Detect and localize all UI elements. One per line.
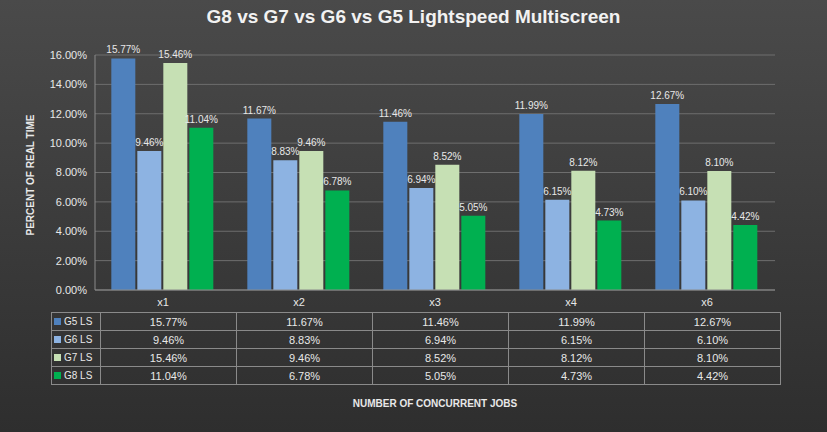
html-text:G8 LS: G8 LS [64, 370, 93, 381]
svg-text:8.52%: 8.52% [433, 151, 461, 162]
html-text:12.67%: 12.67% [693, 315, 732, 328]
svg-text:8.83%: 8.83% [271, 146, 299, 157]
html-text:8.83%: 8.83% [288, 333, 321, 346]
svg-text:5.05%: 5.05% [459, 202, 487, 213]
svg-text:15.46%: 15.46% [158, 49, 192, 60]
svg-text:11.46%: 11.46% [379, 108, 412, 119]
html-text:G7 LS: G7 LS [64, 352, 93, 363]
svg-text:8.10%: 8.10% [705, 157, 733, 168]
html-text:11.99%: 11.99% [558, 315, 595, 328]
svg-text:11.04%: 11.04% [185, 114, 218, 125]
html-text:15.77%: 15.77% [149, 315, 188, 328]
svg-text:14.00%: 14.00% [50, 78, 88, 90]
html-text:9.46%: 9.46% [152, 333, 185, 346]
html-text:9.46%: 9.46% [288, 351, 321, 364]
svg-text:6.78%: 6.78% [323, 176, 351, 187]
svg-text:x4: x4 [565, 296, 577, 308]
html-text:G6 LS: G6 LS [64, 334, 93, 345]
svg-text:11.67%: 11.67% [243, 105, 276, 116]
html-text:6.94%: 6.94% [424, 333, 457, 346]
svg-text:6.00%: 6.00% [56, 196, 87, 208]
html-text:8.52%: 8.52% [424, 351, 457, 364]
svg-text:9.46%: 9.46% [297, 137, 325, 148]
svg-text:8.00%: 8.00% [56, 166, 87, 178]
html-text:PERCENT OF REAL TIME: PERCENT OF REAL TIME [24, 114, 36, 236]
svg-text:4.73%: 4.73% [595, 207, 623, 218]
html-text:8.10%: 8.10% [696, 351, 729, 364]
svg-text:12.00%: 12.00% [50, 108, 88, 120]
svg-text:16.00%: 16.00% [50, 49, 88, 61]
svg-text:8.12%: 8.12% [569, 157, 597, 168]
html-text:G5 LS: G5 LS [64, 316, 93, 327]
html-text:8.12%: 8.12% [560, 351, 593, 364]
html-text:15.46%: 15.46% [149, 351, 188, 364]
svg-text:x1: x1 [157, 296, 169, 308]
html-text:4.73%: 4.73% [560, 369, 593, 382]
svg-text:12.67%: 12.67% [650, 90, 684, 101]
html-text:6.10%: 6.10% [696, 333, 729, 346]
html-text:4.42%: 4.42% [696, 369, 729, 382]
svg-text:0.00%: 0.00% [56, 284, 87, 296]
svg-text:x2: x2 [293, 296, 305, 308]
html-text:11.46%: 11.46% [422, 315, 459, 328]
svg-text:6.15%: 6.15% [543, 186, 571, 197]
html-text:NUMBER OF CONCURRENT JOBS: NUMBER OF CONCURRENT JOBS [352, 398, 518, 409]
html-text:11.67%: 11.67% [286, 315, 323, 328]
html-text:6.15%: 6.15% [560, 333, 593, 346]
svg-text:4.00%: 4.00% [56, 225, 87, 237]
svg-text:11.99%: 11.99% [515, 100, 548, 111]
html-text:G8 vs G7 vs G6 vs G5 Lightspee: G8 vs G7 vs G6 vs G5 Lightspeed Multiscr… [206, 6, 621, 27]
html-text:5.05%: 5.05% [424, 369, 457, 382]
svg-text:x3: x3 [429, 296, 441, 308]
svg-text:15.77%: 15.77% [106, 44, 140, 55]
svg-text:2.00%: 2.00% [56, 255, 87, 267]
svg-text:4.42%: 4.42% [731, 211, 759, 222]
svg-text:x6: x6 [701, 296, 713, 308]
svg-text:6.10%: 6.10% [679, 186, 707, 197]
svg-text:9.46%: 9.46% [135, 137, 163, 148]
svg-text:6.94%: 6.94% [407, 174, 435, 185]
html-text:6.78%: 6.78% [288, 369, 321, 382]
html-text:11.04%: 11.04% [150, 369, 187, 382]
svg-text:10.00%: 10.00% [50, 137, 88, 149]
